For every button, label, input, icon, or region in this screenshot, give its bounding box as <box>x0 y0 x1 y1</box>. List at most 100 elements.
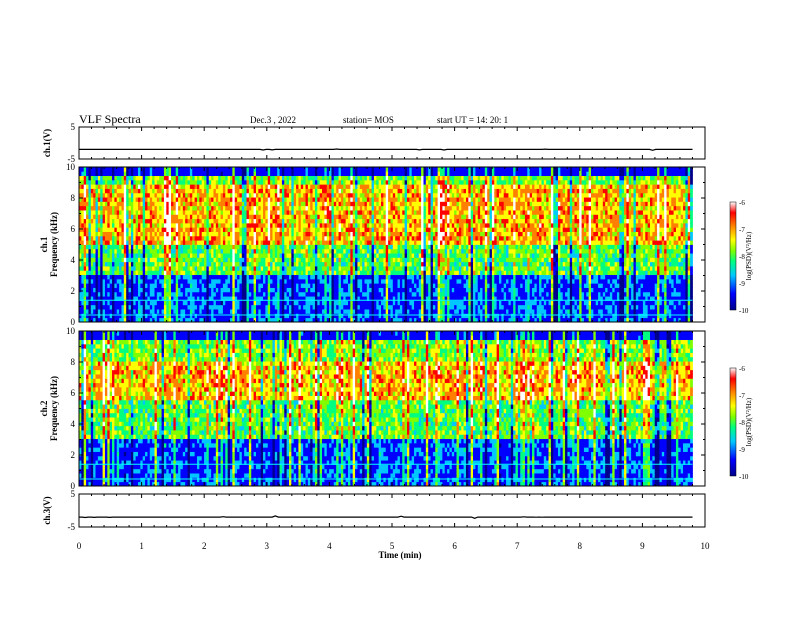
spectrogram-cell <box>235 288 238 293</box>
spectrogram-cell <box>360 313 363 318</box>
spectrogram-cell <box>306 180 309 185</box>
spectrogram-cell <box>244 257 247 262</box>
spectrogram-cell <box>225 219 228 224</box>
spectrogram-cell <box>206 206 209 211</box>
spectrogram-cell <box>393 257 396 262</box>
spectrogram-cell <box>277 305 280 310</box>
spectrogram-cell <box>235 240 238 245</box>
spectrogram-cell <box>390 227 393 232</box>
spectrogram-cell <box>216 270 219 275</box>
spectrogram-cell <box>221 176 224 181</box>
spectrogram-cell <box>216 300 219 305</box>
spectrogram-cell <box>343 201 346 206</box>
spectrogram-cell <box>126 249 129 254</box>
spectrogram-cell <box>313 288 316 293</box>
spectrogram-cell <box>105 227 108 232</box>
spectrogram-cell <box>341 227 344 232</box>
spectrogram-cell <box>91 266 94 271</box>
spectrogram-cell <box>150 245 153 250</box>
spectrogram-cell <box>202 223 205 228</box>
spectrogram-cell <box>369 283 372 288</box>
spectrogram-cell <box>339 201 342 206</box>
spectrogram-cell <box>287 189 290 194</box>
spectrogram-cell <box>341 171 344 176</box>
spectrogram-cell <box>270 193 273 198</box>
spectrogram-cell <box>114 232 117 237</box>
spectrogram-cell <box>284 309 287 314</box>
spectrogram-cell <box>249 300 252 305</box>
spectrogram-cell <box>112 313 115 318</box>
spectrogram-cell <box>105 167 108 172</box>
spectrogram-cell <box>272 193 275 198</box>
spectrogram-cell <box>206 279 209 284</box>
spectrogram-cells <box>79 167 693 322</box>
spectrogram-cell <box>136 210 139 215</box>
spectrogram-cell <box>162 313 165 318</box>
spectrogram-cell <box>303 245 306 250</box>
spectrogram-cell <box>96 201 99 206</box>
spectrogram-cell <box>289 232 292 237</box>
spectrogram-cell <box>256 270 259 275</box>
spectrogram-cell <box>398 249 401 254</box>
spectrogram-cell <box>223 206 226 211</box>
spectrogram-cell <box>249 210 252 215</box>
spectrogram-cell <box>84 201 87 206</box>
spectrogram-cell <box>277 184 280 189</box>
spectrogram-cell <box>310 176 313 181</box>
spectrogram-cell <box>183 210 186 215</box>
spectrogram-cell <box>277 171 280 176</box>
spectrogram-cell <box>136 270 139 275</box>
spectrogram-cell <box>107 262 110 267</box>
spectrogram-cell <box>388 167 391 172</box>
spectrogram-cell <box>277 189 280 194</box>
spectrogram-cell <box>232 232 235 237</box>
spectrogram-cell <box>129 171 132 176</box>
spectrogram-cell <box>313 309 316 314</box>
spectrogram-cell <box>350 245 353 250</box>
spectrogram-cell <box>341 201 344 206</box>
spectrogram-cell <box>124 180 127 185</box>
spectrogram-cell <box>86 197 89 202</box>
spectrogram-cell <box>367 288 370 293</box>
spectrogram-cell <box>374 232 377 237</box>
spectrogram-cell <box>209 288 212 293</box>
spectrogram-cell <box>131 176 134 181</box>
spectrogram-cell <box>117 193 120 198</box>
spectrogram-cell <box>242 305 245 310</box>
spectrogram-cell <box>147 232 150 237</box>
spectrogram-cell <box>209 245 212 250</box>
spectrogram-cell <box>173 167 176 172</box>
spectrogram-cell <box>388 184 391 189</box>
spectrogram-cell <box>357 223 360 228</box>
spectrogram-cell <box>296 253 299 258</box>
spectrogram-cell <box>254 313 257 318</box>
spectrogram-cell <box>348 270 351 275</box>
spectrogram-cell <box>301 257 304 262</box>
spectrogram-cell <box>265 214 268 219</box>
spectrogram-cell <box>367 236 370 241</box>
spectrogram-cell <box>306 210 309 215</box>
spectrogram-cell <box>395 309 398 314</box>
spectrogram-cell <box>197 309 200 314</box>
spectrogram-cell <box>336 171 339 176</box>
spectrogram-cell <box>367 219 370 224</box>
spectrogram-cell <box>306 227 309 232</box>
spectrogram-cell <box>110 167 113 172</box>
spectrogram-cell <box>386 189 389 194</box>
spectrogram-cell <box>211 292 214 297</box>
spectrogram-cell <box>350 232 353 237</box>
spectrogram-cell <box>159 219 162 224</box>
spectrogram-cell <box>206 223 209 228</box>
spectrogram-cell <box>367 305 370 310</box>
spectrogram-cell <box>190 283 193 288</box>
spectrogram-cell <box>317 236 320 241</box>
spectrogram-cell <box>324 184 327 189</box>
spectrogram-cell <box>308 201 311 206</box>
spectrogram-cell <box>275 167 278 172</box>
spectrogram-cell <box>256 197 259 202</box>
spectrogram-cell <box>294 313 297 318</box>
spectrogram-cell <box>216 206 219 211</box>
spectrogram-cell <box>230 197 233 202</box>
spectrogram-cell <box>223 313 226 318</box>
spectrogram-cell <box>145 257 148 262</box>
